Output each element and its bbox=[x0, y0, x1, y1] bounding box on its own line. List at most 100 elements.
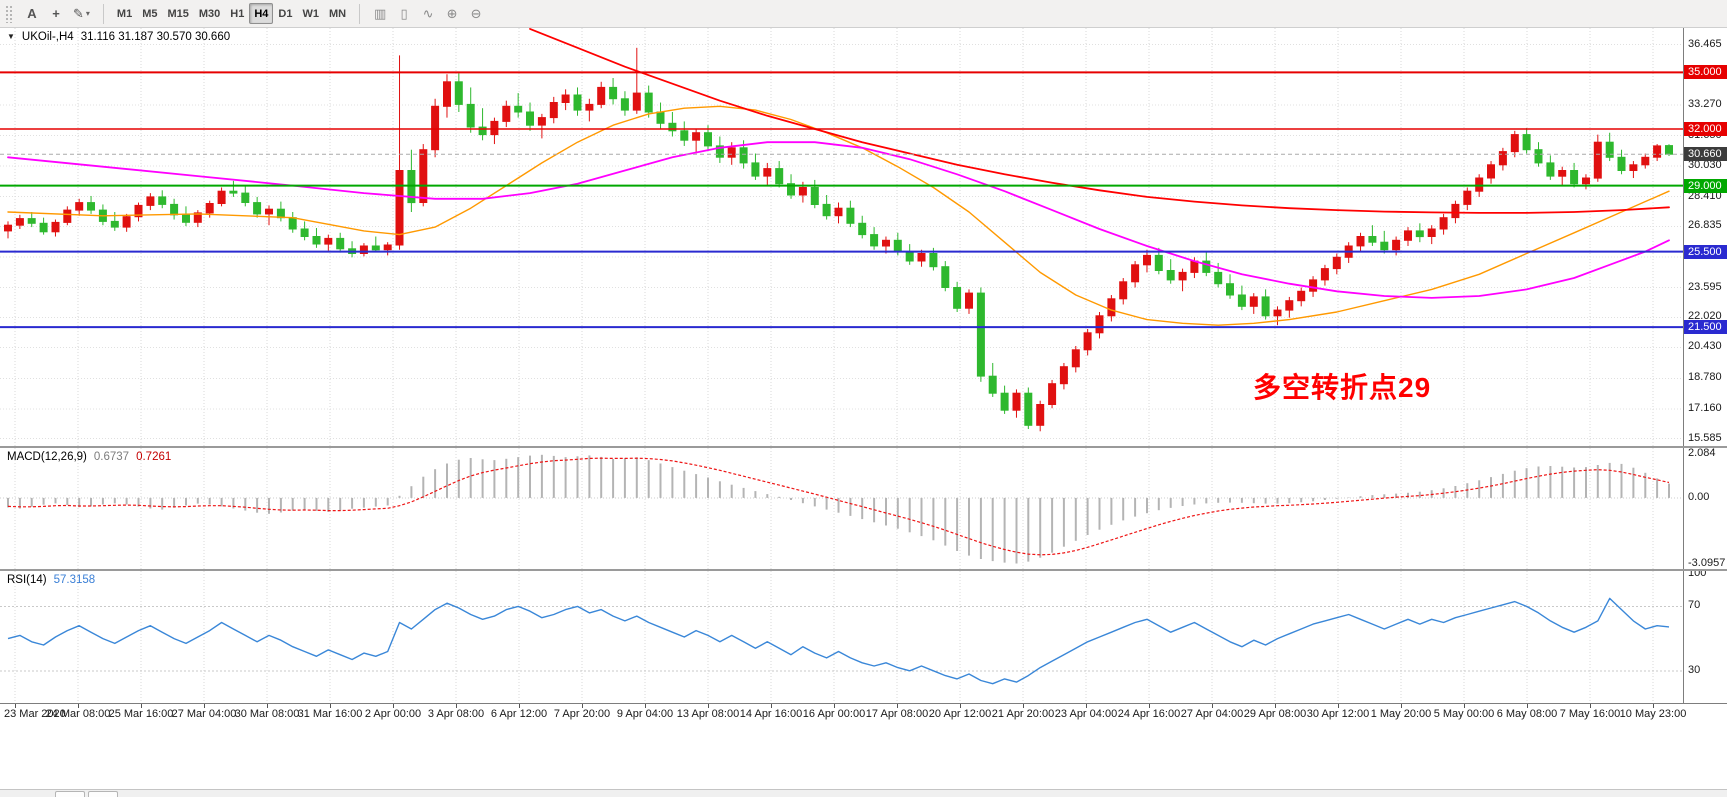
time-label: 25 Mar 16:00 bbox=[108, 708, 174, 720]
panel-splitter-2[interactable] bbox=[0, 569, 1727, 571]
time-label: 3 Apr 08:00 bbox=[427, 708, 485, 720]
macd-axis[interactable]: 2.084 0.00 -3.0957 bbox=[1683, 448, 1727, 569]
panel-splitter[interactable] bbox=[0, 446, 1727, 448]
candle-body bbox=[1427, 228, 1436, 237]
candlestick-chart-icon[interactable]: ▯ bbox=[400, 5, 408, 21]
candle-body bbox=[110, 220, 119, 228]
candle-body bbox=[1131, 264, 1140, 283]
time-tick bbox=[1338, 704, 1339, 708]
axis-label: 100 bbox=[1688, 571, 1707, 579]
collapse-triangle-icon[interactable]: ▼ bbox=[7, 32, 15, 41]
candle-body bbox=[1000, 392, 1009, 411]
timeframe-button-h1[interactable]: H1 bbox=[230, 7, 245, 20]
rsi-title: RSI(14) 57.3158 bbox=[7, 574, 95, 586]
line-chart-icon[interactable]: ∿ bbox=[422, 5, 434, 21]
time-label: 24 Apr 16:00 bbox=[1117, 708, 1181, 720]
bar-chart-icon[interactable]: ▥ bbox=[373, 5, 387, 21]
macd-label: MACD(12,26,9) bbox=[7, 451, 87, 463]
rsi-chart-canvas[interactable] bbox=[0, 571, 1683, 703]
time-axis[interactable]: 23 Mar 2020 24 Mar 08:00 25 Mar 16:00 27 Ma… bbox=[0, 703, 1727, 723]
timeframe-button-m15[interactable]: M15 bbox=[167, 7, 189, 20]
rsi-label: RSI(14) bbox=[7, 574, 47, 586]
timeframe-button-h4[interactable]: H4 bbox=[249, 3, 274, 24]
candle-body bbox=[229, 190, 238, 194]
timeframe-button-d1[interactable]: D1 bbox=[278, 7, 293, 20]
price-axis[interactable]: 36.46533.27031.65030.03028.41026.83525.2… bbox=[1683, 28, 1727, 446]
chart-tab[interactable] bbox=[55, 791, 85, 797]
macd-panel[interactable]: MACD(12,26,9) 0.6737 0.7261 2.084 0.00 -3.… bbox=[0, 448, 1727, 569]
candle-body bbox=[1392, 239, 1401, 251]
candle-body bbox=[1534, 149, 1543, 164]
candle-body bbox=[656, 111, 665, 124]
time-tick bbox=[141, 704, 142, 708]
candle-body bbox=[478, 126, 487, 136]
rsi-panel[interactable]: RSI(14) 57.3158 100 70 30 bbox=[0, 571, 1727, 703]
rsi-axis[interactable]: 100 70 30 bbox=[1683, 571, 1727, 703]
candle-body bbox=[953, 287, 962, 309]
toolbar-grip-icon[interactable] bbox=[5, 4, 12, 23]
time-tick bbox=[897, 704, 898, 708]
time-label: 30 Apr 12:00 bbox=[1306, 708, 1370, 720]
candle-body bbox=[1546, 162, 1555, 177]
ma-red-line bbox=[529, 28, 1670, 214]
dropdown-caret-icon: ▾ bbox=[85, 9, 90, 19]
timeframe-button-m1[interactable]: M1 bbox=[116, 7, 133, 20]
candle-body bbox=[1558, 170, 1567, 177]
candle-body bbox=[597, 86, 606, 105]
time-label: 27 Apr 04:00 bbox=[1180, 708, 1244, 720]
candle-body bbox=[217, 190, 226, 204]
time-tick bbox=[519, 704, 520, 708]
candle-body bbox=[929, 253, 938, 268]
candle-body bbox=[490, 120, 499, 136]
candle-body bbox=[312, 236, 321, 245]
candle-body bbox=[1582, 177, 1590, 185]
axis-label: 30 bbox=[1688, 663, 1701, 676]
timeframe-button-mn[interactable]: MN bbox=[328, 7, 347, 20]
candle-body bbox=[324, 237, 333, 245]
macd-chart-canvas[interactable] bbox=[0, 448, 1683, 569]
candle-body bbox=[561, 94, 570, 103]
candle-body bbox=[241, 192, 250, 204]
time-label: 6 Apr 12:00 bbox=[490, 708, 548, 720]
time-tick bbox=[708, 704, 709, 708]
zoom-out-icon[interactable]: ⊖ bbox=[470, 5, 482, 21]
candle-body bbox=[193, 212, 202, 223]
candle-body bbox=[905, 251, 914, 262]
axis-label: 33.270 bbox=[1688, 97, 1722, 110]
draw-tools-button[interactable]: ✎ ▾ bbox=[73, 5, 90, 21]
candle-body bbox=[253, 202, 262, 215]
timeframe-button-m5[interactable]: M5 bbox=[142, 7, 158, 20]
timeframe-button-w1[interactable]: W1 bbox=[302, 7, 319, 20]
chart-tabs-strip[interactable] bbox=[0, 789, 1727, 797]
time-tick bbox=[1212, 704, 1213, 708]
candle-body bbox=[419, 149, 428, 203]
crosshair-tool-button[interactable]: + bbox=[52, 5, 60, 21]
text-tool-button[interactable]: A bbox=[27, 5, 37, 21]
candle-body bbox=[1178, 271, 1187, 281]
candle-body bbox=[644, 92, 653, 113]
zoom-in-icon[interactable]: ⊕ bbox=[446, 5, 458, 21]
axis-label: 2.084 bbox=[1688, 448, 1716, 459]
candle-body bbox=[1570, 170, 1579, 185]
candle-body bbox=[549, 102, 558, 119]
candle-body bbox=[1059, 366, 1068, 385]
candle-body bbox=[359, 245, 368, 254]
candle-body bbox=[917, 253, 926, 262]
time-tick bbox=[771, 704, 772, 708]
candle-body bbox=[502, 105, 511, 122]
main-chart-panel[interactable]: ▼ UKOil-,H4 31.116 31.187 30.570 30.660 … bbox=[0, 28, 1727, 446]
time-label: 6 May 08:00 bbox=[1496, 708, 1558, 720]
candle-body bbox=[1368, 236, 1377, 243]
candle-body bbox=[514, 105, 523, 113]
axis-label: -3.0957 bbox=[1688, 556, 1726, 569]
candle-body bbox=[585, 103, 594, 111]
time-tick bbox=[267, 704, 268, 708]
timeframe-button-m30[interactable]: M30 bbox=[198, 7, 221, 20]
chart-tab-2[interactable] bbox=[88, 791, 118, 797]
time-label: 7 May 16:00 bbox=[1559, 708, 1621, 720]
candle-body bbox=[1273, 309, 1282, 317]
candlestick-chart-canvas[interactable] bbox=[0, 28, 1683, 446]
chart-tools-group: ▥ ▯ ∿ ⊕ ⊖ bbox=[368, 3, 488, 24]
ma-orange-line bbox=[7, 105, 1670, 326]
time-tick bbox=[582, 704, 583, 708]
